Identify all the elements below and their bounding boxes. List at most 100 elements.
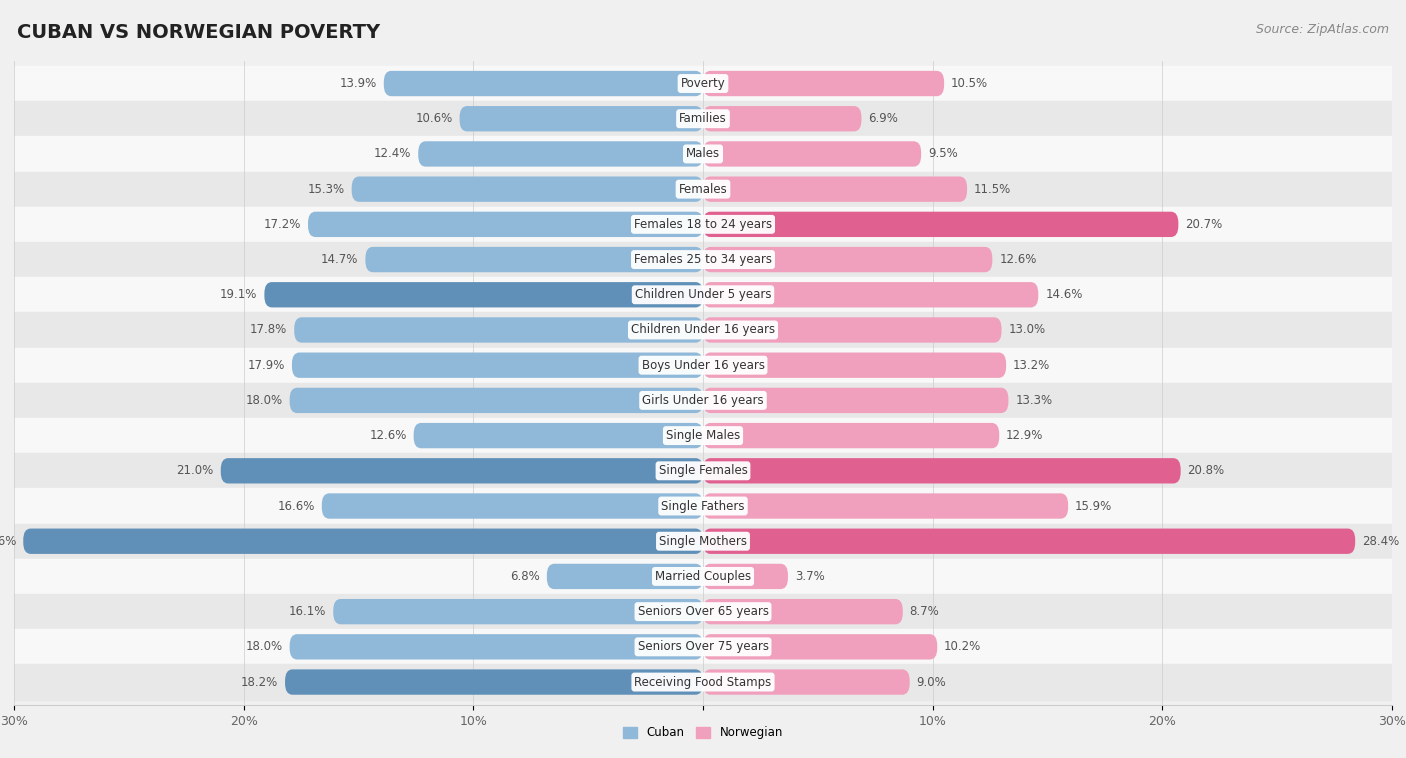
Text: Females 25 to 34 years: Females 25 to 34 years bbox=[634, 253, 772, 266]
FancyBboxPatch shape bbox=[264, 282, 703, 308]
Bar bbox=[14, 418, 1392, 453]
FancyBboxPatch shape bbox=[322, 493, 703, 518]
FancyBboxPatch shape bbox=[703, 318, 1001, 343]
FancyBboxPatch shape bbox=[333, 599, 703, 625]
Text: Source: ZipAtlas.com: Source: ZipAtlas.com bbox=[1256, 23, 1389, 36]
Bar bbox=[14, 665, 1392, 700]
Bar bbox=[14, 66, 1392, 101]
Text: 18.0%: 18.0% bbox=[246, 641, 283, 653]
Bar bbox=[14, 383, 1392, 418]
Text: 29.6%: 29.6% bbox=[0, 534, 17, 548]
Text: 8.7%: 8.7% bbox=[910, 605, 939, 618]
Text: 28.4%: 28.4% bbox=[1362, 534, 1399, 548]
Text: 20.8%: 20.8% bbox=[1188, 465, 1225, 478]
Bar bbox=[14, 348, 1392, 383]
Text: 17.8%: 17.8% bbox=[250, 324, 287, 337]
Text: Receiving Food Stamps: Receiving Food Stamps bbox=[634, 675, 772, 688]
Text: CUBAN VS NORWEGIAN POVERTY: CUBAN VS NORWEGIAN POVERTY bbox=[17, 23, 380, 42]
FancyBboxPatch shape bbox=[460, 106, 703, 131]
FancyBboxPatch shape bbox=[24, 528, 703, 554]
Text: Children Under 16 years: Children Under 16 years bbox=[631, 324, 775, 337]
Text: 18.0%: 18.0% bbox=[246, 394, 283, 407]
FancyBboxPatch shape bbox=[290, 388, 703, 413]
Bar bbox=[14, 207, 1392, 242]
FancyBboxPatch shape bbox=[703, 106, 862, 131]
Text: Seniors Over 75 years: Seniors Over 75 years bbox=[637, 641, 769, 653]
Text: 9.5%: 9.5% bbox=[928, 148, 957, 161]
Text: 13.3%: 13.3% bbox=[1015, 394, 1053, 407]
Text: 16.1%: 16.1% bbox=[290, 605, 326, 618]
Text: Single Fathers: Single Fathers bbox=[661, 500, 745, 512]
Bar bbox=[14, 277, 1392, 312]
FancyBboxPatch shape bbox=[703, 669, 910, 695]
Text: 15.9%: 15.9% bbox=[1076, 500, 1112, 512]
Text: 13.0%: 13.0% bbox=[1008, 324, 1046, 337]
Text: Single Females: Single Females bbox=[658, 465, 748, 478]
Bar bbox=[14, 101, 1392, 136]
Bar bbox=[14, 594, 1392, 629]
Bar bbox=[14, 524, 1392, 559]
FancyBboxPatch shape bbox=[703, 352, 1007, 377]
FancyBboxPatch shape bbox=[703, 493, 1069, 518]
Text: 10.6%: 10.6% bbox=[415, 112, 453, 125]
FancyBboxPatch shape bbox=[384, 70, 703, 96]
Bar bbox=[14, 629, 1392, 665]
Text: 12.6%: 12.6% bbox=[370, 429, 406, 442]
FancyBboxPatch shape bbox=[308, 211, 703, 237]
FancyBboxPatch shape bbox=[703, 423, 1000, 448]
FancyBboxPatch shape bbox=[290, 634, 703, 659]
FancyBboxPatch shape bbox=[352, 177, 703, 202]
Text: 6.9%: 6.9% bbox=[869, 112, 898, 125]
Text: 12.4%: 12.4% bbox=[374, 148, 412, 161]
Text: 15.3%: 15.3% bbox=[308, 183, 344, 196]
Text: Poverty: Poverty bbox=[681, 77, 725, 90]
FancyBboxPatch shape bbox=[703, 70, 945, 96]
FancyBboxPatch shape bbox=[547, 564, 703, 589]
Text: 6.8%: 6.8% bbox=[510, 570, 540, 583]
FancyBboxPatch shape bbox=[703, 141, 921, 167]
FancyBboxPatch shape bbox=[285, 669, 703, 695]
FancyBboxPatch shape bbox=[294, 318, 703, 343]
Text: Females 18 to 24 years: Females 18 to 24 years bbox=[634, 218, 772, 231]
Text: 10.2%: 10.2% bbox=[945, 641, 981, 653]
Text: 18.2%: 18.2% bbox=[240, 675, 278, 688]
FancyBboxPatch shape bbox=[413, 423, 703, 448]
FancyBboxPatch shape bbox=[703, 388, 1008, 413]
Text: Families: Families bbox=[679, 112, 727, 125]
Bar bbox=[14, 136, 1392, 171]
Text: Single Males: Single Males bbox=[666, 429, 740, 442]
Text: 14.6%: 14.6% bbox=[1045, 288, 1083, 301]
Bar bbox=[14, 171, 1392, 207]
FancyBboxPatch shape bbox=[703, 282, 1038, 308]
Text: 14.7%: 14.7% bbox=[321, 253, 359, 266]
Text: 17.9%: 17.9% bbox=[247, 359, 285, 371]
Text: 16.6%: 16.6% bbox=[277, 500, 315, 512]
Text: 12.6%: 12.6% bbox=[1000, 253, 1036, 266]
Text: Married Couples: Married Couples bbox=[655, 570, 751, 583]
Bar bbox=[14, 559, 1392, 594]
FancyBboxPatch shape bbox=[292, 352, 703, 377]
Text: 20.7%: 20.7% bbox=[1185, 218, 1222, 231]
Text: Males: Males bbox=[686, 148, 720, 161]
Bar bbox=[14, 312, 1392, 348]
FancyBboxPatch shape bbox=[221, 458, 703, 484]
FancyBboxPatch shape bbox=[418, 141, 703, 167]
Text: Single Mothers: Single Mothers bbox=[659, 534, 747, 548]
Text: 17.2%: 17.2% bbox=[264, 218, 301, 231]
FancyBboxPatch shape bbox=[703, 247, 993, 272]
FancyBboxPatch shape bbox=[703, 177, 967, 202]
Text: 9.0%: 9.0% bbox=[917, 675, 946, 688]
FancyBboxPatch shape bbox=[703, 458, 1181, 484]
Text: 13.9%: 13.9% bbox=[340, 77, 377, 90]
Text: 11.5%: 11.5% bbox=[974, 183, 1011, 196]
Text: Children Under 5 years: Children Under 5 years bbox=[634, 288, 772, 301]
Bar bbox=[14, 242, 1392, 277]
Text: Females: Females bbox=[679, 183, 727, 196]
Text: 10.5%: 10.5% bbox=[950, 77, 988, 90]
FancyBboxPatch shape bbox=[703, 528, 1355, 554]
Text: Girls Under 16 years: Girls Under 16 years bbox=[643, 394, 763, 407]
Bar bbox=[14, 488, 1392, 524]
Bar bbox=[14, 453, 1392, 488]
FancyBboxPatch shape bbox=[366, 247, 703, 272]
FancyBboxPatch shape bbox=[703, 211, 1178, 237]
